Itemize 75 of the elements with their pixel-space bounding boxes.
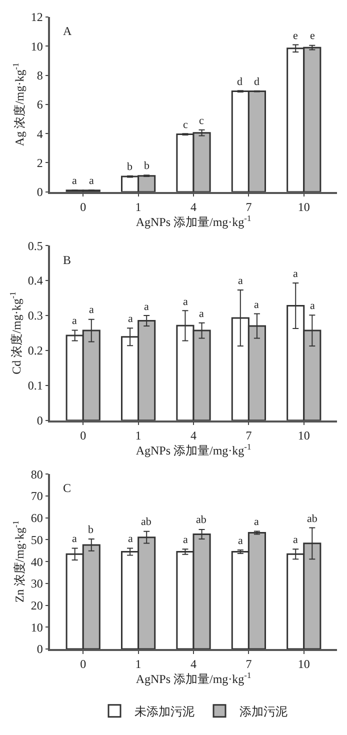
x-tick-label: 7: [246, 657, 252, 672]
y-tick-label: 4: [36, 126, 43, 141]
y-tick-label: 2: [36, 156, 43, 170]
y-tick-label: 8: [36, 68, 43, 82]
data-label: a: [72, 533, 77, 545]
data-label: a: [183, 296, 188, 308]
y-tick-label: 40: [30, 554, 43, 569]
data-label: a: [128, 313, 133, 325]
data-label: a: [128, 533, 133, 545]
y-tick-label: 0: [36, 642, 43, 656]
x-tick-label: 0: [80, 200, 86, 214]
x-tick-label: 10: [298, 428, 310, 443]
x-tick-label: 1: [135, 200, 142, 214]
x-tick-label: 4: [190, 200, 196, 214]
y-tick-label: 0.4: [28, 274, 43, 288]
data-label: e: [310, 30, 315, 42]
legend-label: 添加污泥: [240, 704, 288, 719]
y-tick-label: 0: [36, 185, 43, 200]
data-label: e: [293, 30, 298, 42]
data-label: a: [72, 315, 77, 327]
y-tick-label: 0: [36, 414, 43, 428]
annotation: C: [63, 481, 72, 495]
data-label: ab: [141, 516, 152, 528]
y-tick-label: 0.2: [28, 344, 43, 358]
x-axis-title: AgNPs 添加量/mg·kg$^{-1}$: [136, 214, 252, 230]
x-tick-label: 7: [246, 428, 252, 443]
data-label: a: [238, 275, 243, 287]
y-tick-label: 0.5: [28, 238, 43, 253]
data-label: a: [144, 301, 149, 313]
x-tick-label: 4: [190, 428, 196, 443]
data-label: a: [310, 300, 315, 312]
data-label: d: [254, 76, 260, 88]
data-label: ab: [196, 514, 207, 526]
data-label: a: [72, 175, 77, 187]
x-tick-label: 0: [80, 657, 86, 672]
annotation: B: [63, 253, 72, 267]
y-tick-label: 20: [30, 598, 43, 612]
data-label: a: [254, 516, 259, 528]
data-label: b: [88, 524, 94, 536]
x-axis-title: AgNPs 添加量/mg·kg$^{-1}$: [136, 671, 252, 686]
data-label: a: [293, 534, 298, 546]
y-tick-label: 6: [36, 98, 43, 112]
y-tick-label: 70: [30, 489, 43, 504]
data-label: d: [237, 76, 243, 88]
y-tick-label: 10: [30, 620, 43, 634]
x-tick-label: 10: [298, 200, 310, 214]
y-tick-label: 60: [30, 511, 43, 526]
data-label: a: [238, 535, 243, 547]
x-tick-label: 0: [80, 428, 86, 443]
data-label: a: [89, 175, 94, 187]
y-tick-label: 30: [30, 576, 43, 591]
x-axis-title: AgNPs 添加量/mg·kg$^{-1}$: [136, 442, 252, 458]
y-tick-label: 0.3: [28, 308, 43, 323]
data-label: ab: [307, 513, 318, 525]
y-tick-label: 50: [30, 532, 43, 547]
data-label: c: [199, 115, 204, 127]
x-tick-label: 4: [190, 657, 196, 672]
y-tick-label: 0.1: [28, 378, 43, 393]
y-tick-label: 80: [30, 467, 43, 482]
x-tick-label: 10: [298, 657, 310, 672]
x-tick-label: 1: [135, 657, 142, 672]
legend-label: 未添加污泥: [134, 704, 194, 719]
data-label: a: [89, 304, 94, 316]
data-label: a: [293, 268, 298, 280]
y-tick-label: 12: [30, 10, 43, 24]
data-label: c: [183, 119, 188, 131]
data-label: a: [183, 534, 188, 546]
data-label: a: [199, 308, 204, 320]
y-tick-label: 10: [30, 39, 43, 54]
x-tick-label: 7: [246, 200, 252, 214]
x-tick-label: 1: [135, 428, 142, 443]
data-label: a: [254, 299, 259, 311]
data-label: b: [144, 160, 150, 172]
data-label: b: [127, 161, 133, 173]
annotation: A: [63, 24, 72, 38]
